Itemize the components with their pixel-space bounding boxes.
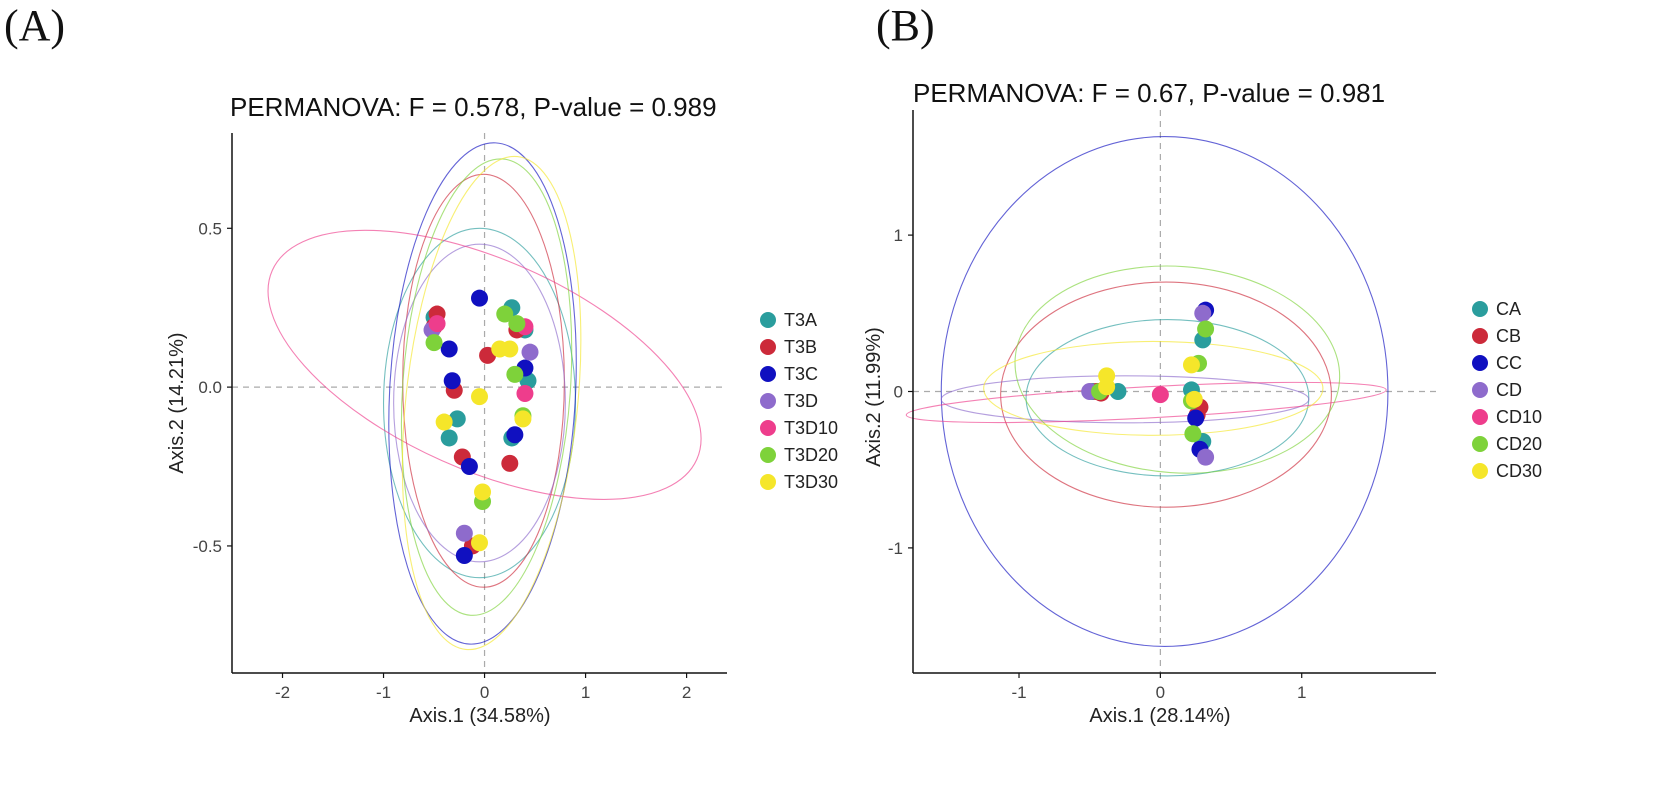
- chart1-legend-marker-T3C: [760, 366, 776, 382]
- chart1-point-T3D30: [435, 413, 453, 431]
- chart1-point-T3C: [506, 426, 524, 444]
- chart1-legend-marker-T3D30: [760, 474, 776, 490]
- chart2-legend-label-CD: CD: [1496, 380, 1522, 400]
- chart1-legend-label-T3D20: T3D20: [784, 445, 838, 465]
- chart1-legend-marker-T3D20: [760, 447, 776, 463]
- chart1-point-T3C: [440, 340, 458, 358]
- chart1-y-tick-label: -0.5: [193, 537, 222, 556]
- chart2-legend-marker-CC: [1472, 355, 1488, 371]
- chart1-point-T3D30: [474, 483, 492, 501]
- chart1-ellipse-T3B: [402, 173, 565, 588]
- chart1-legend: T3A T3B T3C T3D T3D10 T3D20 T3D30: [760, 310, 838, 492]
- chart2-legend-marker-CD20: [1472, 436, 1488, 452]
- chart1-point-T3C: [460, 458, 478, 476]
- chart1-x-tick-label: 0: [480, 683, 489, 702]
- chart1-plot: PERMANOVA: F = 0.578, P-value = 0.989 -2 -…: [166, 92, 838, 727]
- chart1-point-T3B: [501, 454, 519, 472]
- chart1-point-T3D30: [501, 340, 519, 358]
- chart1-point-T3A: [448, 410, 466, 428]
- chart1-legend-label-T3D30: T3D30: [784, 472, 838, 492]
- chart2-ellipse-CD20: [1014, 265, 1341, 474]
- chart1-point-T3D20: [506, 365, 524, 383]
- chart2-point-CD30: [1182, 356, 1200, 374]
- chart1-point-T3D: [455, 524, 473, 542]
- chart2-ellipse-CD30: [983, 340, 1324, 436]
- chart1-point-T3D20: [508, 315, 526, 333]
- chart2-legend-marker-CD: [1472, 382, 1488, 398]
- chart1-legend-marker-T3B: [760, 339, 776, 355]
- chart1-x-tick-label: 2: [682, 683, 691, 702]
- chart2-x-axis-label: Axis.1 (28.14%): [1089, 705, 1230, 727]
- chart1-y-tick-label: 0.0: [198, 378, 222, 397]
- chart1-legend-marker-T3D10: [760, 420, 776, 436]
- chart2-y-axis-label: Axis.2 (11.99%): [863, 327, 885, 467]
- chart2-point-CD20: [1197, 320, 1215, 338]
- chart1-x-tick-label: -1: [376, 683, 391, 702]
- chart2-point-CD20: [1184, 425, 1202, 443]
- chart1-point-T3A: [440, 429, 458, 447]
- chart2-point-CC: [1187, 409, 1205, 427]
- chart1-ellipse-T3D30: [401, 155, 582, 651]
- chart2-legend-label-CD20: CD20: [1496, 434, 1542, 454]
- chart2-ellipse-CD: [940, 375, 1310, 424]
- chart2-legend-marker-CA: [1472, 301, 1488, 317]
- chart2-plot: PERMANOVA: F = 0.67, P-value = 0.981 -1 0 1…: [863, 78, 1542, 727]
- chart1-legend-marker-T3A: [760, 312, 776, 328]
- chart1-point-T3D10: [516, 384, 534, 402]
- chart2-legend-label-CB: CB: [1496, 326, 1521, 346]
- chart2-legend: CA CB CC CD CD10 CD20 CD30: [1472, 299, 1542, 481]
- chart1-x-axis-label: Axis.1 (34.58%): [409, 705, 550, 727]
- chart2-legend-marker-CB: [1472, 328, 1488, 344]
- chart2-point-CD30: [1098, 378, 1116, 396]
- chart2-x-tick-label: -1: [1011, 683, 1026, 702]
- chart1-y-tick-label: 0.5: [198, 219, 222, 238]
- panel-label-a: (A): [4, 1, 66, 50]
- chart1-point-T3A: [519, 372, 537, 390]
- chart1-legend-label-T3D: T3D: [784, 391, 818, 411]
- chart1-point-T3D10: [428, 315, 446, 333]
- chart1-x-tick-label: 1: [581, 683, 590, 702]
- chart2-legend-label-CD30: CD30: [1496, 461, 1542, 481]
- chart2-point-CD10: [1151, 386, 1169, 404]
- chart1-y-axis-label: Axis.2 (14.21%): [166, 332, 188, 473]
- chart1-legend-label-T3B: T3B: [784, 337, 817, 357]
- chart2-y-tick-label: 1: [894, 226, 903, 245]
- chart1-point-T3D20: [496, 305, 514, 323]
- chart1-ellipse-T3D: [393, 243, 566, 563]
- chart1-point-T3C: [455, 546, 473, 564]
- chart2-ellipse-CC: [940, 136, 1389, 647]
- panel-label-b: (B): [876, 1, 935, 50]
- chart2-ellipse-CB: [1000, 281, 1332, 508]
- chart1-point-T3D20: [425, 334, 443, 352]
- chart2-point-CD30: [1185, 390, 1203, 408]
- chart1-legend-label-T3C: T3C: [784, 364, 818, 384]
- chart2-title: PERMANOVA: F = 0.67, P-value = 0.981: [913, 78, 1385, 108]
- chart1-x-tick-label: -2: [275, 683, 290, 702]
- chart1-legend-label-T3A: T3A: [784, 310, 817, 330]
- chart2-legend-label-CA: CA: [1496, 299, 1521, 319]
- chart2-y-tick-label: -1: [888, 539, 903, 558]
- chart1-point-T3D30: [471, 534, 488, 552]
- chart2-legend-marker-CD30: [1472, 463, 1488, 479]
- chart2-point-CD: [1197, 448, 1215, 466]
- chart1-title: PERMANOVA: F = 0.578, P-value = 0.989: [230, 92, 717, 122]
- chart2-point-CD: [1194, 304, 1212, 322]
- chart1-point-T3D: [521, 343, 539, 361]
- chart2-x-tick-label: 0: [1156, 683, 1165, 702]
- chart1-legend-marker-T3D: [760, 393, 776, 409]
- chart2-ellipse-CD10: [905, 381, 1387, 424]
- chart1-point-T3D30: [471, 388, 488, 406]
- chart1-ellipse-T3C: [388, 142, 577, 645]
- chart2-legend-marker-CD10: [1472, 409, 1488, 425]
- chart1-point-T3C: [471, 289, 488, 307]
- chart1-point-T3C: [443, 372, 461, 390]
- chart1-point-T3D30: [514, 410, 532, 428]
- chart1-legend-label-T3D10: T3D10: [784, 418, 838, 438]
- chart2-legend-label-CD10: CD10: [1496, 407, 1542, 427]
- chart1-ellipse-T3D10: [267, 229, 702, 500]
- chart2-legend-label-CC: CC: [1496, 353, 1522, 373]
- chart2-y-tick-label: 0: [894, 383, 903, 402]
- chart2-x-tick-label: 1: [1297, 683, 1306, 702]
